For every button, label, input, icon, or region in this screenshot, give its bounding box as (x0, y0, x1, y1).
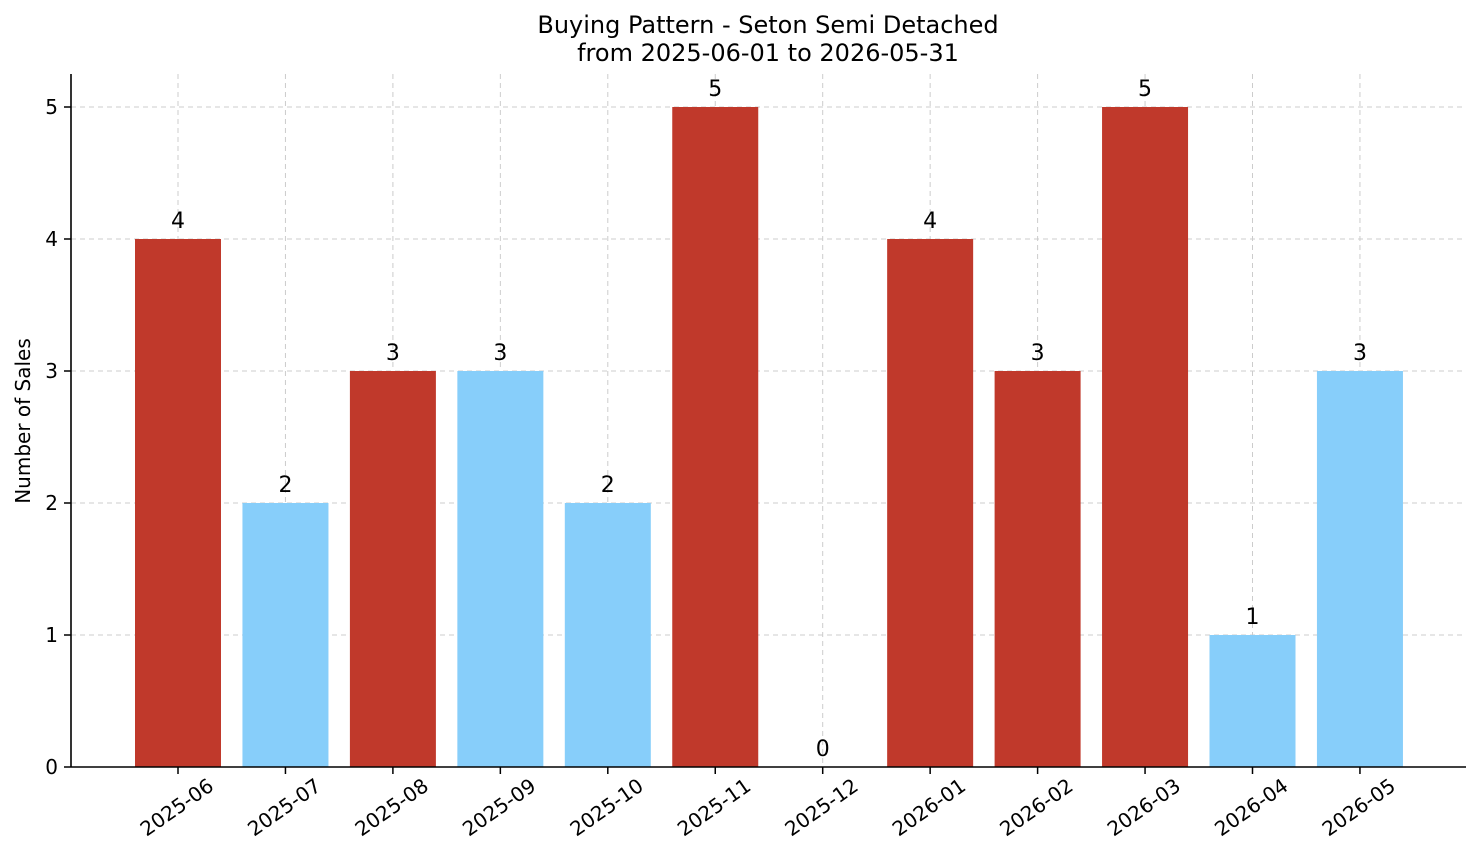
y-tick-label: 5 (45, 95, 58, 119)
value-label-2025-09: 3 (493, 341, 507, 366)
bar-2025-06 (135, 239, 221, 767)
bar-2026-01 (887, 239, 974, 767)
y-tick-label: 3 (45, 359, 58, 383)
bar-2026-05 (1316, 371, 1403, 767)
y-tick-label: 1 (45, 623, 58, 647)
bar-2025-08 (349, 371, 436, 767)
value-label-2025-06: 4 (171, 209, 185, 234)
x-tick-label-2025-09: 2025-09 (458, 773, 540, 841)
bar-2025-07 (242, 503, 329, 767)
y-axis-label: Number of Sales (11, 338, 35, 504)
axis-layer (64, 74, 1466, 774)
value-label-2026-02: 3 (1031, 341, 1045, 366)
bar-2025-10 (564, 503, 651, 767)
x-tick-label-2025-07: 2025-07 (243, 773, 325, 841)
x-tick-label-2025-08: 2025-08 (351, 773, 433, 841)
bar-2026-03 (1102, 107, 1189, 767)
x-tick-label-2026-05: 2026-05 (1318, 773, 1400, 841)
x-tick-label-2025-12: 2025-12 (780, 773, 862, 841)
chart-title: Buying Pattern - Seton Semi Detached (537, 11, 998, 39)
value-label-2026-01: 4 (923, 209, 937, 234)
y-tick-label: 2 (45, 491, 58, 515)
value-label-2026-03: 5 (1138, 77, 1152, 102)
bar-2025-09 (457, 371, 544, 767)
x-tick-label-2026-02: 2026-02 (995, 773, 1077, 841)
y-tick-label: 4 (45, 227, 58, 251)
value-label-2026-04: 1 (1246, 605, 1260, 630)
value-label-2025-07: 2 (278, 473, 292, 498)
value-label-2025-10: 2 (601, 473, 615, 498)
x-tick-label-2026-04: 2026-04 (1210, 773, 1292, 841)
bar-layer (135, 107, 1403, 767)
value-label-2025-08: 3 (386, 341, 400, 366)
x-tick-label-2025-10: 2025-10 (565, 773, 647, 841)
x-tick-label-2025-11: 2025-11 (673, 773, 755, 841)
bar-2026-02 (994, 371, 1081, 767)
x-tick-label-2025-06: 2025-06 (136, 773, 218, 841)
x-tick-label-2026-03: 2026-03 (1103, 773, 1185, 841)
chart-subtitle: from 2025-06-01 to 2026-05-31 (577, 39, 959, 67)
value-label-2026-05: 3 (1353, 341, 1367, 366)
x-tick-label-2026-01: 2026-01 (888, 773, 970, 841)
bar-2025-11 (672, 107, 759, 767)
value-label-2025-12: 0 (816, 737, 830, 762)
y-tick-label: 0 (45, 755, 58, 779)
bar-2026-04 (1209, 635, 1296, 767)
value-label-2025-11: 5 (708, 77, 722, 102)
